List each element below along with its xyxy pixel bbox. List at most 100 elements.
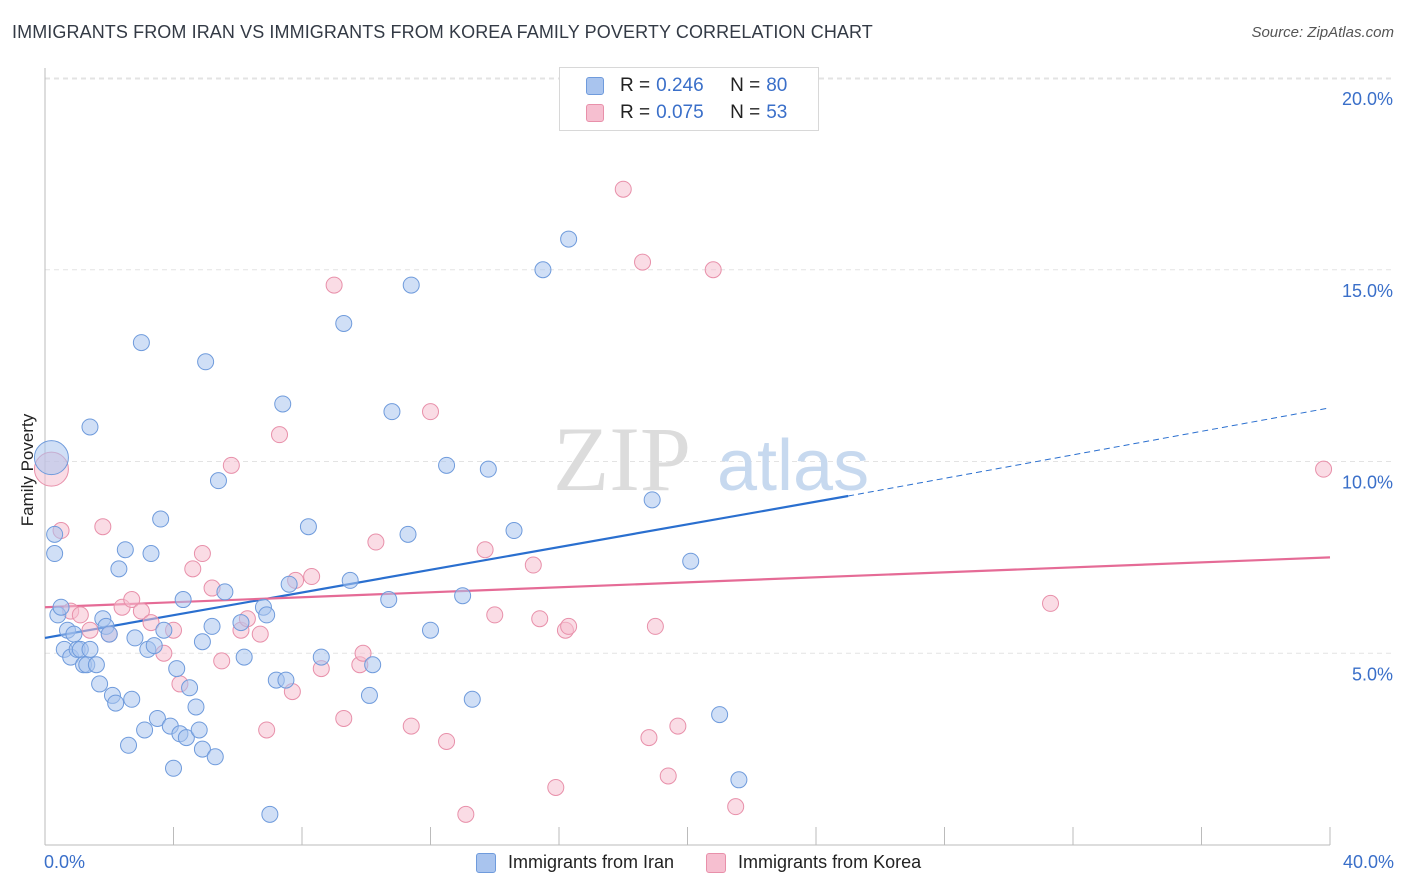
watermark: ZIP atlas: [553, 408, 869, 510]
point-iran: [132, 334, 150, 352]
series-legend-iran: Immigrants from Iran: [476, 852, 674, 873]
point-iran: [682, 552, 700, 570]
point-korea: [486, 606, 504, 624]
trend-line-iran: [44, 494, 849, 639]
point-iran: [643, 491, 661, 509]
series-label-korea: Immigrants from Korea: [738, 852, 922, 872]
point-korea: [659, 767, 677, 785]
point-korea: [547, 778, 565, 796]
point-iran: [730, 771, 748, 789]
point-iran: [81, 418, 99, 436]
watermark-zip: ZIP: [553, 408, 691, 510]
point-iran: [91, 675, 109, 693]
point-korea: [335, 709, 353, 727]
point-iran: [168, 660, 186, 678]
point-iran: [280, 575, 298, 593]
point-iran: [235, 648, 253, 666]
point-iran: [560, 230, 578, 248]
y-axis-title: Family Poverty: [18, 413, 37, 527]
legend-n-label-iran: N =: [730, 75, 761, 96]
chart-title: IMMIGRANTS FROM IRAN VS IMMIGRANTS FROM …: [12, 22, 873, 42]
point-iran: [120, 736, 138, 754]
point-iran: [190, 721, 208, 739]
point-iran: [174, 591, 192, 609]
point-korea: [476, 541, 494, 559]
grid-lines: [45, 77, 1395, 654]
point-iran: [116, 541, 134, 559]
point-korea: [142, 614, 160, 632]
point-korea: [251, 625, 269, 643]
point-iran: [123, 690, 141, 708]
point-korea: [367, 533, 385, 551]
point-iran: [177, 729, 195, 747]
point-iran: [360, 686, 378, 704]
stats-legend: R = 0.246 N = 80 R = 0.075 N = 53: [559, 67, 819, 131]
point-korea: [669, 717, 687, 735]
point-korea: [354, 644, 372, 662]
point-korea: [634, 253, 652, 271]
point-iran: [193, 740, 211, 758]
point-korea: [123, 591, 141, 609]
point-iran: [335, 314, 353, 332]
point-iran: [136, 721, 154, 739]
point-iran: [33, 440, 69, 476]
series-swatch-korea: [706, 852, 727, 873]
source-credit: Source: ZipAtlas.com: [1251, 24, 1394, 41]
y-tick-labels: 5.0% 10.0% 15.0% 20.0%: [1342, 89, 1393, 684]
point-korea: [646, 617, 664, 635]
point-korea: [704, 261, 722, 279]
point-korea: [640, 729, 658, 747]
legend-r-value-iran: 0.246: [656, 75, 704, 96]
scatter-points: [33, 180, 1333, 823]
point-korea: [81, 621, 99, 639]
point-iran: [209, 472, 227, 490]
point-iran: [100, 625, 118, 643]
point-iran: [711, 706, 729, 724]
point-iran: [274, 395, 292, 413]
point-korea: [71, 606, 89, 624]
point-iran: [463, 690, 481, 708]
point-korea: [184, 560, 202, 578]
point-iran: [197, 353, 215, 371]
point-iran: [81, 640, 99, 658]
point-korea: [271, 426, 289, 444]
point-iran: [52, 598, 70, 616]
legend-row-iran: R = 0.246 N = 80: [586, 73, 787, 99]
point-iran: [454, 587, 472, 605]
point-korea: [727, 798, 745, 816]
point-iran: [87, 656, 105, 674]
legend-n-value-iran: 80: [766, 75, 788, 96]
point-iran: [534, 261, 552, 279]
watermark-atlas: atlas: [717, 426, 869, 506]
point-korea: [438, 732, 456, 750]
point-iran: [126, 629, 144, 647]
point-iran: [110, 560, 128, 578]
y-tick-label: 15.0%: [1342, 281, 1393, 301]
trend-line-iran-extension: [848, 407, 1331, 497]
point-iran: [277, 671, 295, 689]
point-iran: [380, 591, 398, 609]
point-iran: [505, 522, 523, 540]
legend-n-value-korea: 53: [766, 102, 788, 123]
legend-n-label-korea: N =: [730, 102, 761, 123]
point-iran: [422, 621, 439, 639]
trend-line-korea: [44, 556, 1331, 609]
point-iran: [402, 276, 420, 294]
point-korea: [132, 602, 150, 620]
point-iran: [193, 633, 211, 651]
point-iran: [299, 518, 317, 536]
series-legend: Immigrants from Iran Immigrants from Kor…: [476, 852, 953, 873]
point-iran: [107, 694, 125, 712]
series-legend-korea: Immigrants from Korea: [706, 852, 921, 873]
point-iran: [399, 525, 417, 543]
point-korea: [325, 276, 343, 294]
point-korea: [222, 456, 240, 474]
point-iran: [438, 456, 456, 474]
point-iran: [187, 698, 205, 716]
y-tick-label: 10.0%: [1342, 473, 1393, 493]
y-tick-label: 5.0%: [1352, 664, 1393, 684]
point-iran: [142, 545, 160, 563]
series-swatch-iran: [476, 852, 496, 873]
x-tick-min: 0.0%: [44, 852, 86, 872]
